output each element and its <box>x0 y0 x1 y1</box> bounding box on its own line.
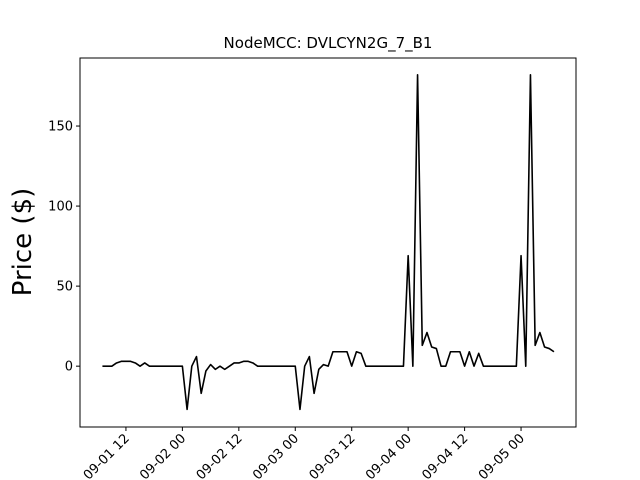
y-tick-label: 100 <box>48 200 73 215</box>
x-tick-label: 09-05 00 <box>476 431 528 480</box>
line-series <box>102 74 555 411</box>
y-tick-label: 50 <box>56 280 73 295</box>
x-tick-label: 09-02 12 <box>194 431 246 480</box>
y-tick-label: 0 <box>65 360 73 375</box>
y-axis-label: Price ($) <box>8 188 38 297</box>
x-tick-label: 09-03 12 <box>307 431 359 480</box>
x-tick-label: 09-02 00 <box>137 431 189 480</box>
x-tick-label: 09-03 00 <box>250 431 302 480</box>
plot-frame <box>79 57 577 428</box>
x-tick-label: 09-04 12 <box>419 431 471 480</box>
chart-title: NodeMCC: DVLCYN2G_7_B1 <box>224 34 433 53</box>
x-tick-label: 09-04 00 <box>363 431 415 480</box>
x-tick-label: 09-01 12 <box>81 431 133 480</box>
y-tick-label: 150 <box>48 120 73 135</box>
